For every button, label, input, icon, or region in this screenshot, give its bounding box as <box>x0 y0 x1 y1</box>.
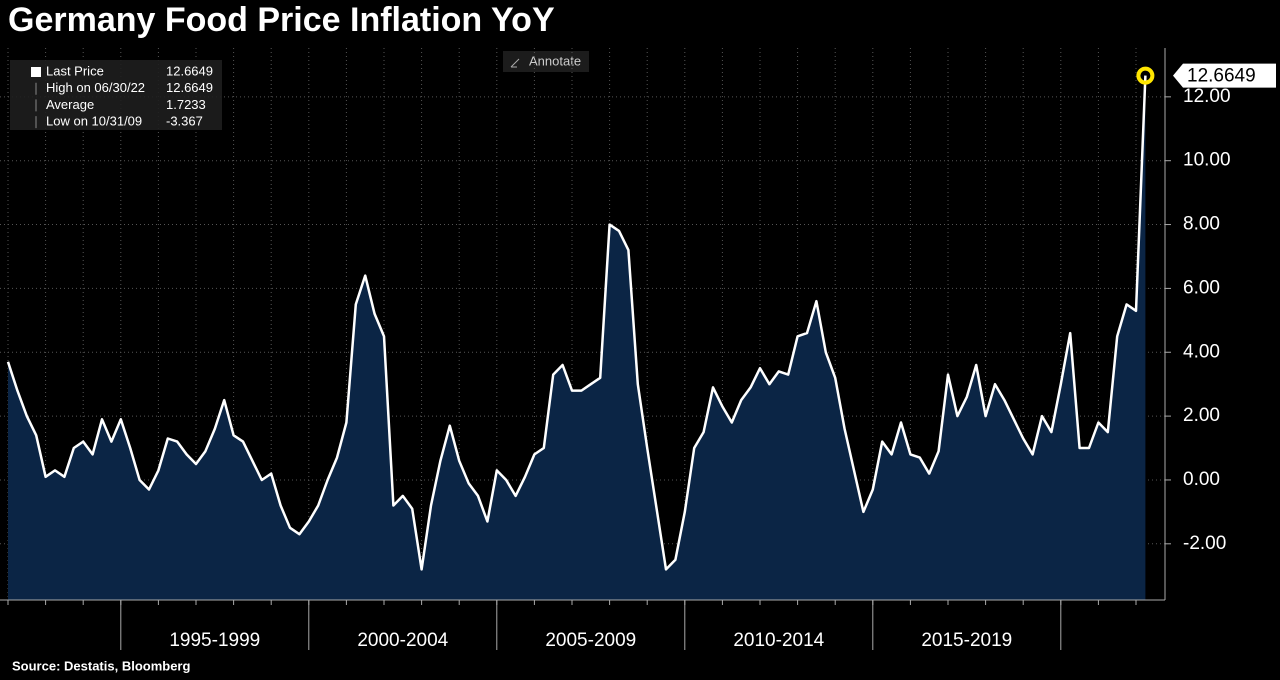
chart-title: Germany Food Price Inflation YoY <box>8 1 555 39</box>
source: Source: Destatis, Bloomberg <box>12 658 190 673</box>
y-tick-label: -2.00 <box>1183 533 1226 554</box>
last-callout <box>1173 63 1276 88</box>
y-tick-label: 10.00 <box>1183 150 1231 171</box>
legend-label: Last Price <box>46 63 104 78</box>
last-value-label: 12.6649 <box>1187 66 1256 87</box>
period-label: 2005-2009 <box>545 630 636 651</box>
legend-value: 12.6649 <box>166 63 213 78</box>
y-tick-label: 12.00 <box>1183 86 1231 107</box>
period-label: 2000-2004 <box>357 630 448 651</box>
period-label: 2010-2014 <box>733 630 824 651</box>
y-tick-label: 2.00 <box>1183 405 1220 426</box>
annotate-button[interactable]: Annotate <box>503 51 589 72</box>
y-tick-label: 8.00 <box>1183 214 1220 235</box>
price-line <box>6 75 1147 571</box>
legend: Last Price 12.6649 High on 06/30/22 12.6649… <box>10 60 222 130</box>
area-fill <box>8 75 1146 601</box>
legend-label: Low on 10/31/09 <box>46 114 142 129</box>
legend-label: High on 06/30/22 <box>46 80 145 95</box>
y-tick-label: 6.00 <box>1183 277 1220 298</box>
button-bg[interactable] <box>503 51 589 72</box>
legend-value: 1.7233 <box>166 97 206 112</box>
last-marker <box>1136 66 1155 85</box>
button-label[interactable]: Annotate <box>529 53 581 68</box>
y-tick-label: 4.00 <box>1183 341 1220 362</box>
legend-value: 12.6649 <box>166 80 213 95</box>
legend-icon <box>31 67 41 77</box>
y-tick-label: 0.00 <box>1183 469 1220 490</box>
period-label: 1995-1999 <box>169 630 260 651</box>
legend-label: Average <box>46 97 94 112</box>
period-label: 2015-2019 <box>921 630 1012 651</box>
pencil-icon <box>510 58 520 68</box>
legend-bg <box>10 60 222 130</box>
legend-value: -3.367 <box>166 114 203 129</box>
